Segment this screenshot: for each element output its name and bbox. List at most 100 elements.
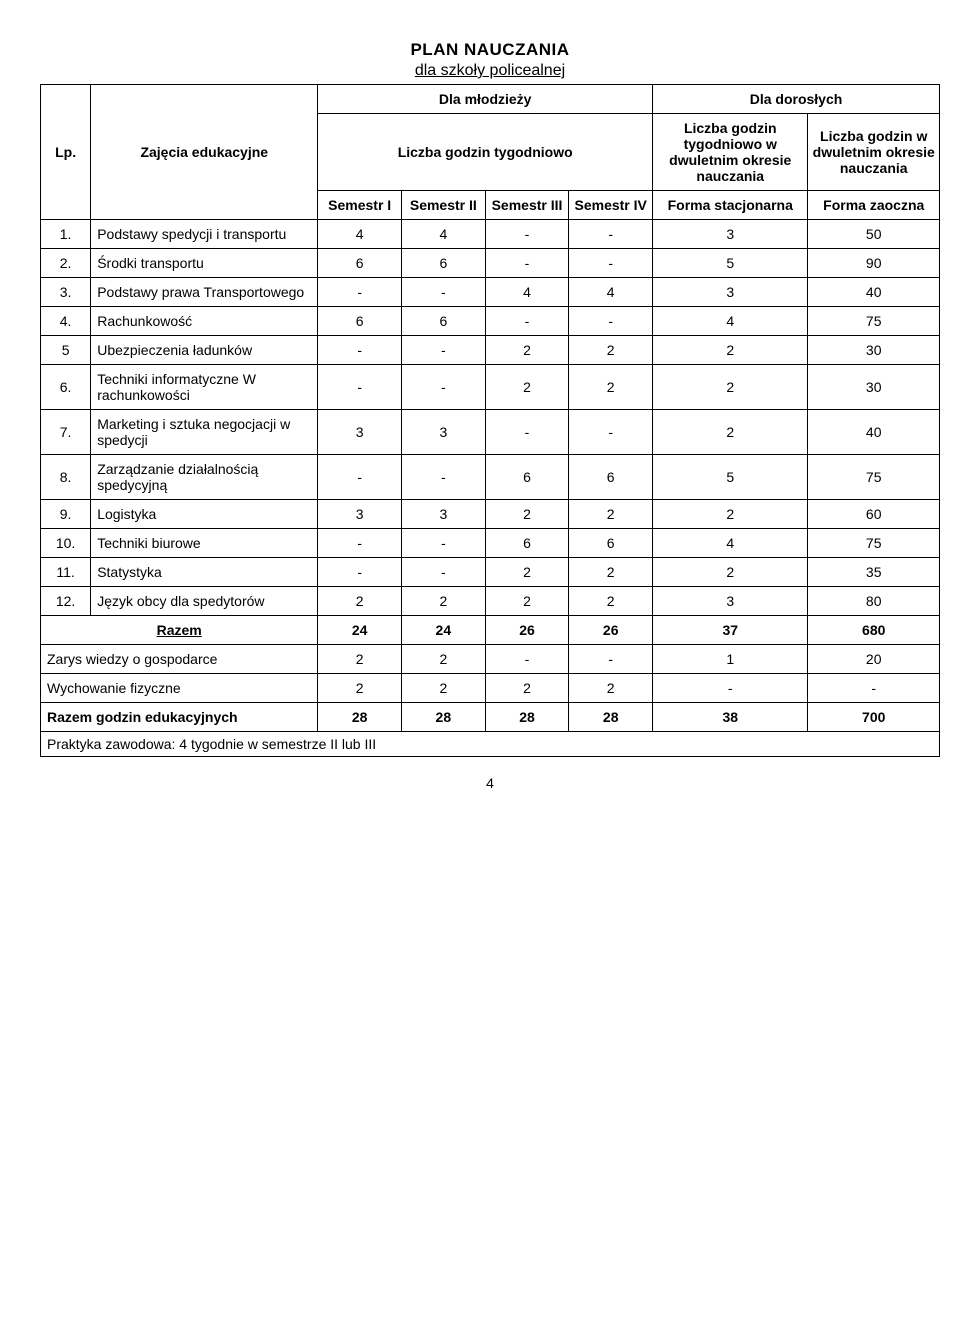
th-form-stac: Forma stacjonarna (653, 191, 808, 220)
extra2-s3: 2 (485, 674, 569, 703)
cell-s2: 2 (402, 587, 486, 616)
cell-subject: Marketing i sztuka negocjacji w spedycji (91, 410, 318, 455)
total-s3: 28 (485, 703, 569, 732)
cell-stac: 3 (653, 587, 808, 616)
cell-s2: 6 (402, 307, 486, 336)
cell-s1: - (318, 529, 402, 558)
cell-zao: 75 (808, 307, 940, 336)
cell-s4: 2 (569, 587, 653, 616)
footnote: Praktyka zawodowa: 4 tygodnie w semestrz… (41, 732, 940, 757)
cell-s4: - (569, 220, 653, 249)
extra1-s4: - (569, 645, 653, 674)
cell-s4: 2 (569, 365, 653, 410)
cell-zao: 35 (808, 558, 940, 587)
total-s4: 28 (569, 703, 653, 732)
cell-zao: 75 (808, 529, 940, 558)
extra2-stac: - (653, 674, 808, 703)
cell-subject: Środki transportu (91, 249, 318, 278)
cell-lp: 9. (41, 500, 91, 529)
cell-lp: 7. (41, 410, 91, 455)
th-form-zao: Forma zaoczna (808, 191, 940, 220)
cell-s3: 2 (485, 500, 569, 529)
cell-s1: - (318, 336, 402, 365)
cell-s4: 2 (569, 500, 653, 529)
cell-lp: 6. (41, 365, 91, 410)
cell-lp: 1. (41, 220, 91, 249)
cell-lp: 10. (41, 529, 91, 558)
doc-subtitle: dla szkoły policealnej (40, 62, 940, 80)
cell-s3: - (485, 410, 569, 455)
extra2-s2: 2 (402, 674, 486, 703)
cell-subject: Język obcy dla spedytorów (91, 587, 318, 616)
cell-s3: 2 (485, 587, 569, 616)
cell-stac: 4 (653, 529, 808, 558)
cell-s1: - (318, 455, 402, 500)
cell-stac: 2 (653, 365, 808, 410)
cell-s3: - (485, 249, 569, 278)
razem-s1: 24 (318, 616, 402, 645)
cell-s4: - (569, 410, 653, 455)
cell-s4: 2 (569, 336, 653, 365)
total-s1: 28 (318, 703, 402, 732)
cell-lp: 8. (41, 455, 91, 500)
cell-zao: 75 (808, 455, 940, 500)
doc-title: PLAN NAUCZANIA (40, 40, 940, 60)
table-row: 7.Marketing i sztuka negocjacji w spedyc… (41, 410, 940, 455)
cell-subject: Ubezpieczenia ładunków (91, 336, 318, 365)
cell-s1: 6 (318, 307, 402, 336)
table-row: 5Ubezpieczenia ładunków--22230 (41, 336, 940, 365)
razem-s4: 26 (569, 616, 653, 645)
cell-s2: - (402, 455, 486, 500)
cell-s3: - (485, 307, 569, 336)
total-zao: 700 (808, 703, 940, 732)
cell-zao: 40 (808, 410, 940, 455)
cell-zao: 40 (808, 278, 940, 307)
cell-s2: - (402, 529, 486, 558)
cell-subject: Techniki biurowe (91, 529, 318, 558)
cell-subject: Podstawy spedycji i transportu (91, 220, 318, 249)
table-row: 6.Techniki informatyczne W rachunkowości… (41, 365, 940, 410)
table-row: 2.Środki transportu66--590 (41, 249, 940, 278)
th-subject: Zajęcia edukacyjne (91, 85, 318, 220)
extra2-s4: 2 (569, 674, 653, 703)
total-s2: 28 (402, 703, 486, 732)
cell-s4: 6 (569, 529, 653, 558)
cell-subject: Zarządzanie działalnością spedycyjną (91, 455, 318, 500)
extra2-s1: 2 (318, 674, 402, 703)
th-adults: Dla dorosłych (653, 85, 940, 114)
th-sem3: Semestr III (485, 191, 569, 220)
cell-s4: - (569, 307, 653, 336)
cell-stac: 3 (653, 220, 808, 249)
cell-subject: Statystyka (91, 558, 318, 587)
cell-zao: 30 (808, 365, 940, 410)
cell-stac: 2 (653, 500, 808, 529)
th-two-year-zao: Liczba godzin w dwuletnim okresie naucza… (808, 114, 940, 191)
curriculum-table: Lp. Zajęcia edukacyjne Dla młodzieży Dla… (40, 84, 940, 757)
cell-s2: - (402, 278, 486, 307)
table-row: 1.Podstawy spedycji i transportu44--350 (41, 220, 940, 249)
table-row: 4.Rachunkowość66--475 (41, 307, 940, 336)
extra1-s1: 2 (318, 645, 402, 674)
table-row: 11.Statystyka--22235 (41, 558, 940, 587)
extra2-zao: - (808, 674, 940, 703)
cell-stac: 2 (653, 558, 808, 587)
cell-s4: 4 (569, 278, 653, 307)
cell-lp: 12. (41, 587, 91, 616)
extra1-zao: 20 (808, 645, 940, 674)
cell-lp: 3. (41, 278, 91, 307)
cell-stac: 2 (653, 410, 808, 455)
th-sem4: Semestr IV (569, 191, 653, 220)
cell-subject: Techniki informatyczne W rachunkowości (91, 365, 318, 410)
cell-s2: 6 (402, 249, 486, 278)
cell-zao: 50 (808, 220, 940, 249)
cell-s2: - (402, 365, 486, 410)
cell-s3: - (485, 220, 569, 249)
cell-stac: 2 (653, 336, 808, 365)
extra1-label: Zarys wiedzy o gospodarce (41, 645, 318, 674)
cell-s4: 6 (569, 455, 653, 500)
cell-s2: 4 (402, 220, 486, 249)
cell-zao: 80 (808, 587, 940, 616)
cell-lp: 5 (41, 336, 91, 365)
table-row: 9.Logistyka3322260 (41, 500, 940, 529)
cell-subject: Rachunkowość (91, 307, 318, 336)
